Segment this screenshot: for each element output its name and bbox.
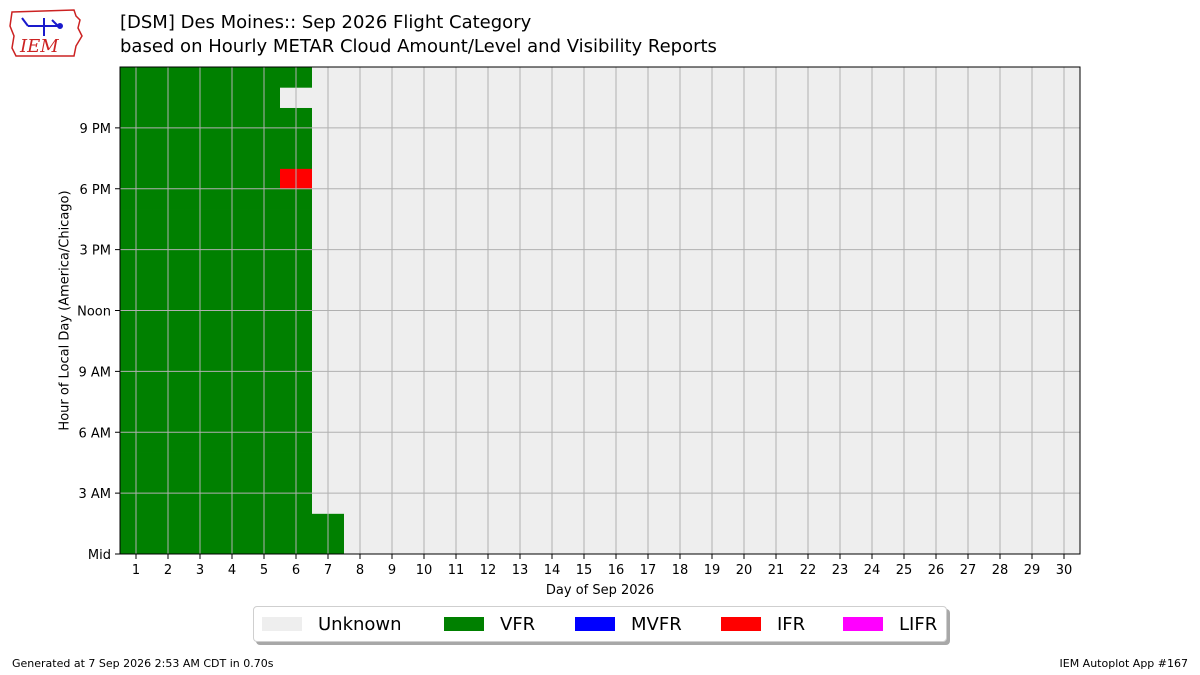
iem-logo: IEM (9, 9, 83, 57)
x-tick-label: 17 (640, 563, 657, 578)
logo-text: IEM (19, 36, 59, 57)
chart-subtitle: based on Hourly METAR Cloud Amount/Level… (120, 36, 717, 57)
y-tick-label: 3 PM (80, 244, 111, 259)
legend-item-mvfr: MVFR (575, 607, 682, 641)
x-tick-label: 8 (356, 563, 364, 578)
x-tick-label: 24 (864, 563, 881, 578)
y-tick-label: 6 PM (80, 183, 111, 198)
chart-title: [DSM] Des Moines:: Sep 2026 Flight Categ… (120, 12, 532, 33)
y-tick-label: 3 AM (78, 487, 111, 502)
x-axis: 1 2 3 4 5 6 7 8 9 10 11 12 13 14 15 16 17 18 19 20 21 22 23 24 2… (132, 554, 1072, 578)
x-tick-label: 7 (324, 563, 332, 578)
legend: Unknown VFR MVFR IFR LIFR (253, 606, 947, 642)
x-tick-label: 1 (132, 563, 140, 578)
y-tick-label: 9 PM (80, 122, 111, 137)
legend-item-lifr: LIFR (843, 607, 937, 641)
x-tick-label: 2 (164, 563, 172, 578)
x-tick-label: 6 (292, 563, 300, 578)
y-axis: Mid 3 AM 6 AM 9 AM Noon 3 PM 6 PM 9 PM (77, 122, 120, 563)
app-id: IEM Autoplot App #167 (1059, 657, 1189, 670)
x-tick-label: 3 (196, 563, 204, 578)
legend-swatch (721, 617, 761, 631)
x-tick-label: 4 (228, 563, 236, 578)
x-tick-label: 15 (576, 563, 593, 578)
legend-swatch (444, 617, 484, 631)
x-tick-label: 23 (832, 563, 849, 578)
generated-timestamp: Generated at 7 Sep 2026 2:53 AM CDT in 0… (12, 657, 274, 670)
legend-label: VFR (500, 613, 536, 635)
legend-label: LIFR (899, 613, 938, 635)
legend-swatch (575, 617, 615, 631)
x-tick-label: 28 (992, 563, 1009, 578)
y-tick-label: Noon (77, 305, 111, 320)
y-axis-label: Hour of Local Day (America/Chicago) (58, 190, 73, 430)
y-tick-label: Mid (88, 548, 111, 563)
x-tick-label: 16 (608, 563, 625, 578)
x-tick-label: 5 (260, 563, 268, 578)
legend-label: MVFR (631, 613, 682, 635)
x-axis-label: Day of Sep 2026 (546, 583, 654, 598)
legend-label: Unknown (318, 613, 402, 635)
x-tick-label: 13 (512, 563, 529, 578)
x-tick-label: 11 (448, 563, 465, 578)
weather-station-icon (21, 17, 63, 36)
legend-item-ifr: IFR (721, 607, 805, 641)
legend-item-unknown: Unknown (262, 607, 402, 641)
y-tick-label: 9 AM (78, 365, 111, 380)
legend-swatch (843, 617, 883, 631)
legend-item-vfr: VFR (444, 607, 535, 641)
x-tick-label: 29 (1024, 563, 1041, 578)
x-tick-label: 21 (768, 563, 785, 578)
x-tick-label: 26 (928, 563, 945, 578)
x-tick-label: 18 (672, 563, 689, 578)
x-tick-label: 9 (388, 563, 396, 578)
x-tick-label: 12 (480, 563, 497, 578)
x-tick-label: 10 (416, 563, 433, 578)
x-tick-label: 19 (704, 563, 721, 578)
x-tick-label: 30 (1056, 563, 1073, 578)
x-tick-label: 27 (960, 563, 977, 578)
x-tick-label: 22 (800, 563, 817, 578)
y-tick-label: 6 AM (78, 426, 111, 441)
x-tick-label: 25 (896, 563, 913, 578)
legend-label: IFR (777, 613, 806, 635)
x-tick-label: 20 (736, 563, 753, 578)
iowa-outline (9, 9, 83, 57)
x-tick-label: 14 (544, 563, 561, 578)
legend-swatch (262, 617, 302, 631)
